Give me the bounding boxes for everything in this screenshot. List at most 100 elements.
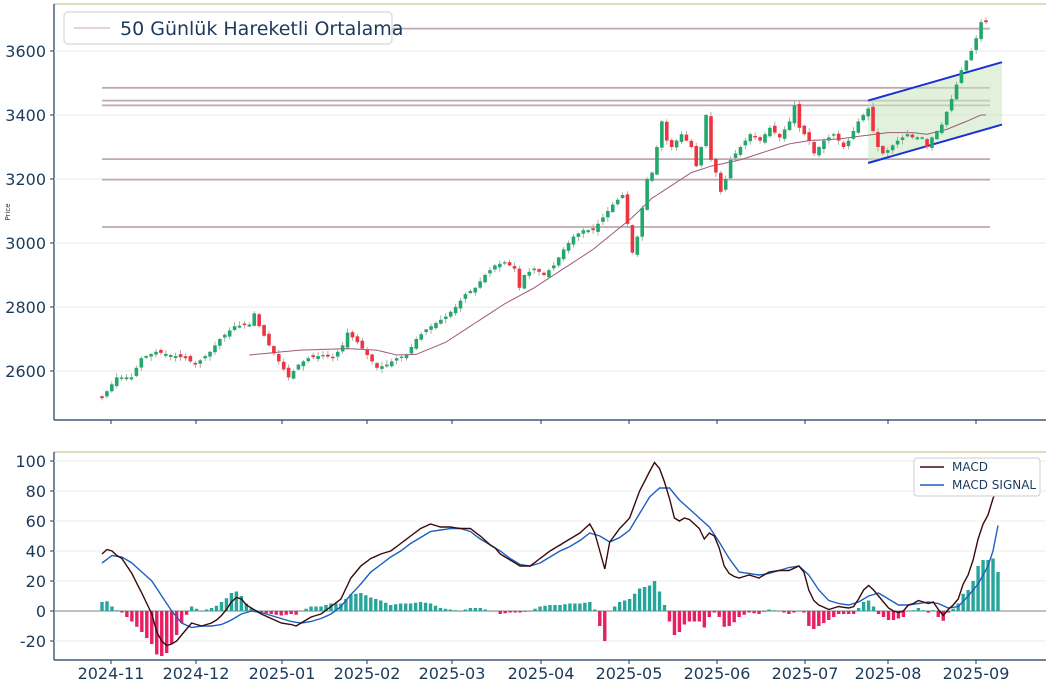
candle-body — [439, 319, 443, 324]
macd-histogram-bar — [398, 603, 403, 611]
candle-body — [979, 22, 983, 40]
macd-histogram-bar — [105, 601, 109, 611]
candle-body — [586, 230, 590, 233]
candle-body — [389, 361, 394, 367]
x-tick-label: 2025-08 — [855, 664, 922, 683]
macd-histogram-bar — [652, 581, 657, 611]
macd-histogram-bar — [364, 595, 368, 611]
candle-body — [129, 377, 134, 380]
candle-body — [178, 354, 183, 358]
candle-body — [689, 140, 694, 147]
candle-body — [748, 134, 753, 142]
macd-histogram-bar — [871, 606, 876, 611]
candle-body — [655, 147, 659, 175]
x-tick-label: 2025-03 — [419, 664, 486, 683]
macd-histogram-bar — [841, 611, 846, 614]
candle-body — [478, 281, 482, 288]
macd-histogram-bar — [802, 611, 806, 613]
candle-body — [630, 225, 635, 253]
candle-body — [566, 243, 571, 251]
candle-body — [247, 324, 252, 327]
candle-body — [105, 391, 109, 397]
macd-histogram-bar — [876, 611, 881, 614]
macd-tick-label: 20 — [26, 572, 46, 591]
candle-body — [561, 249, 566, 260]
price-tick-label: 2800 — [5, 298, 46, 317]
candle-body — [213, 345, 217, 353]
macd-histogram-bar — [369, 597, 373, 611]
candle-body — [856, 121, 861, 133]
macd-histogram-bar — [747, 611, 751, 613]
macd-histogram-bar — [727, 611, 731, 626]
candle-body — [787, 121, 792, 131]
candle-body — [306, 358, 311, 362]
macd-histogram-bar — [752, 611, 756, 614]
candle-body — [286, 367, 291, 378]
macd-histogram-bar — [165, 611, 169, 653]
candle-body — [964, 60, 969, 71]
macd-histogram-bar — [832, 611, 836, 617]
candle-body — [969, 51, 974, 61]
candle-body — [267, 333, 271, 346]
candle-body — [777, 133, 782, 138]
macd-histogram-bar — [488, 611, 492, 612]
macd-histogram-bar — [438, 608, 443, 611]
candle-body — [183, 356, 188, 359]
candle-body — [576, 233, 581, 237]
macd-histogram-bar — [150, 611, 154, 644]
macd-tick-label: -20 — [20, 632, 46, 651]
macd-histogram-bar — [483, 609, 487, 611]
macd-histogram-bar — [991, 558, 995, 611]
macd-histogram-bar — [408, 603, 413, 611]
candle-body — [291, 371, 296, 379]
macd-histogram-bar — [374, 599, 378, 611]
candle-body — [674, 140, 679, 148]
candle-body — [453, 307, 458, 314]
macd-histogram-bar — [145, 611, 149, 638]
x-tick-label: 2025-04 — [508, 664, 575, 683]
macd-histogram-bar — [130, 611, 134, 622]
macd-histogram-bar — [787, 611, 791, 614]
price-legend-box — [63, 11, 393, 45]
macd-histogram-bar — [528, 611, 532, 612]
candle-body — [424, 329, 428, 333]
candle-body — [974, 38, 978, 50]
macd-histogram-bar — [593, 609, 597, 611]
macd-histogram-bar — [523, 611, 527, 612]
macd-histogram-bar — [518, 611, 522, 613]
macd-histogram-bar — [543, 605, 547, 611]
candle-body — [483, 275, 487, 283]
candle-body — [434, 323, 438, 329]
candle-body — [257, 314, 261, 327]
macd-histogram-bar — [259, 611, 263, 613]
macd-histogram-bar — [578, 603, 582, 611]
macd-histogram-bar — [289, 611, 293, 614]
macd-histogram-bar — [657, 591, 662, 611]
candle-body — [836, 133, 841, 141]
candle-body — [704, 115, 708, 147]
macd-histogram-bar — [861, 602, 866, 611]
candle-body — [758, 137, 762, 141]
macd-histogram-bar — [443, 608, 448, 611]
candle-body — [679, 134, 684, 142]
candle-body — [340, 345, 345, 352]
macd-histogram-bar — [851, 611, 856, 614]
macd-histogram-bar — [936, 611, 940, 617]
candle-body — [365, 349, 369, 355]
candle-body — [370, 354, 374, 362]
macd-histogram-bar — [160, 611, 164, 656]
candle-body — [124, 377, 129, 380]
candle-body — [360, 340, 365, 349]
candle-body — [954, 84, 959, 100]
x-tick-label: 2024-11 — [78, 664, 145, 683]
macd-histogram-bar — [110, 606, 114, 611]
macd-histogram-bar — [135, 611, 139, 627]
candle-body — [375, 363, 379, 368]
macd-histogram-bar — [827, 611, 831, 620]
candle-body — [802, 125, 807, 135]
candle-body — [419, 334, 424, 340]
x-tick-label: 2025-07 — [772, 664, 839, 683]
candle-body — [719, 172, 723, 192]
candle-body — [119, 377, 124, 379]
macd-histogram-bar — [115, 610, 119, 611]
